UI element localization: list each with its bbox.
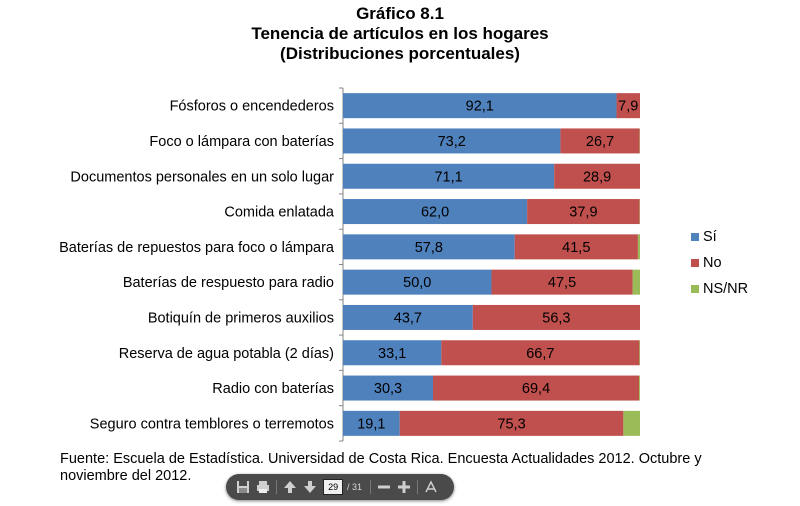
legend-item-si: Sí <box>691 224 748 250</box>
page-up-icon[interactable] <box>283 479 297 495</box>
stacked-bar-chart: Fósforos o encendederos 92,1 7,9 Foco o lám… <box>59 87 640 442</box>
data-label: 50,0 <box>403 275 431 291</box>
print-icon[interactable] <box>256 479 270 495</box>
pdf-toolbar: 29 / 31 <box>226 474 454 500</box>
data-label: 92,1 <box>466 99 494 115</box>
chart-title: Gráfico 8.1 <box>356 4 444 23</box>
bar-segment-si <box>343 163 555 189</box>
data-label: 28,9 <box>583 169 611 185</box>
legend-label-si: Sí <box>703 229 717 245</box>
bar-segment-si <box>343 234 515 260</box>
category-label: Documentos personales en un solo lugar <box>70 169 334 185</box>
legend-item-no: No <box>691 250 748 276</box>
legend-label-nsnr: NS/NR <box>703 281 749 297</box>
bar-segment-nsnr <box>639 375 640 401</box>
bar-segment-no <box>441 340 640 366</box>
bar-segment-si <box>343 269 492 295</box>
data-label: 33,1 <box>378 346 406 362</box>
data-label: 41,5 <box>562 240 590 256</box>
toolbar-divider <box>369 480 371 494</box>
category-label: Reserva de agua potabla (2 días) <box>119 346 334 362</box>
data-label: 7,9 <box>618 99 638 115</box>
category-label: Comida enlatada <box>224 205 335 221</box>
data-label: 43,7 <box>394 310 422 326</box>
legend: Sí No NS/NR <box>691 224 748 302</box>
bar-segment-nsnr <box>623 410 640 436</box>
bar-segment-si <box>343 199 528 225</box>
bar-segment-nsnr <box>639 340 640 366</box>
data-label: 57,8 <box>415 240 443 256</box>
data-label: 37,9 <box>569 205 597 221</box>
chart-title-block: Gráfico 8.1 Tenencia de artículos en los… <box>0 4 800 64</box>
bar-segment-nsnr <box>637 234 640 260</box>
bar-segment-no <box>554 163 640 189</box>
toolbar-divider <box>417 480 418 494</box>
toolbar-divider <box>276 480 278 494</box>
category-label: Fósforos o encendederos <box>170 99 334 115</box>
page-number-input[interactable]: 29 <box>323 479 343 495</box>
bar-segment-no <box>491 269 633 295</box>
bar-segment-si <box>343 128 561 154</box>
data-label: 26,7 <box>586 134 614 150</box>
chart-subtitle-units: (Distribuciones porcentuales) <box>280 44 520 63</box>
legend-swatch-nsnr <box>691 285 699 293</box>
data-label: 30,3 <box>374 381 402 397</box>
data-label: 75,3 <box>497 416 525 432</box>
category-label: Baterías de repuestos para foco o lámpar… <box>59 240 335 256</box>
bar-segment-no <box>432 375 640 401</box>
save-icon[interactable] <box>236 479 250 495</box>
bar-segment-no <box>514 234 638 260</box>
bar-segment-no <box>527 199 640 225</box>
zoom-in-icon[interactable] <box>397 479 411 495</box>
chart-subtitle: Tenencia de artículos en los hogares <box>251 24 549 43</box>
data-label: 19,1 <box>357 416 385 432</box>
source-note: Fuente: Escuela de Estadística. Universi… <box>60 451 702 484</box>
data-label: 56,3 <box>542 310 570 326</box>
bar-segment-si <box>343 375 433 401</box>
bar-segment-si <box>343 410 400 436</box>
bar-segment-si <box>343 340 442 366</box>
bar-segment-nsnr <box>632 269 640 295</box>
bar-segment-si <box>343 304 473 330</box>
category-label: Botiquín de primeros auxilios <box>148 310 334 326</box>
bar-segment-si <box>343 93 617 119</box>
legend-label-no: No <box>703 255 722 271</box>
bar-segment-no <box>399 410 624 436</box>
data-label: 62,0 <box>421 205 449 221</box>
bar-segment-no <box>560 128 640 154</box>
data-label: 71,1 <box>434 169 462 185</box>
page-down-icon[interactable] <box>303 479 317 495</box>
category-label: Seguro contra temblores o terremotos <box>90 416 334 432</box>
data-label: 66,7 <box>526 346 554 362</box>
category-label: Foco o lámpara con baterías <box>149 134 334 150</box>
category-label: Baterías de respuesto para radio <box>123 275 334 291</box>
legend-swatch-no <box>691 259 699 267</box>
bar-segment-no <box>616 93 640 119</box>
legend-swatch-si <box>691 233 699 241</box>
data-label: 73,2 <box>438 134 466 150</box>
acrobat-icon[interactable] <box>424 479 438 495</box>
data-label: 69,4 <box>522 381 550 397</box>
legend-item-nsnr: NS/NR <box>691 276 748 302</box>
page-total: / 31 <box>346 482 362 492</box>
zoom-out-icon[interactable] <box>377 479 391 495</box>
data-label: 47,5 <box>548 275 576 291</box>
category-label: Radio con baterías <box>212 381 334 397</box>
bar-segment-no <box>472 304 640 330</box>
